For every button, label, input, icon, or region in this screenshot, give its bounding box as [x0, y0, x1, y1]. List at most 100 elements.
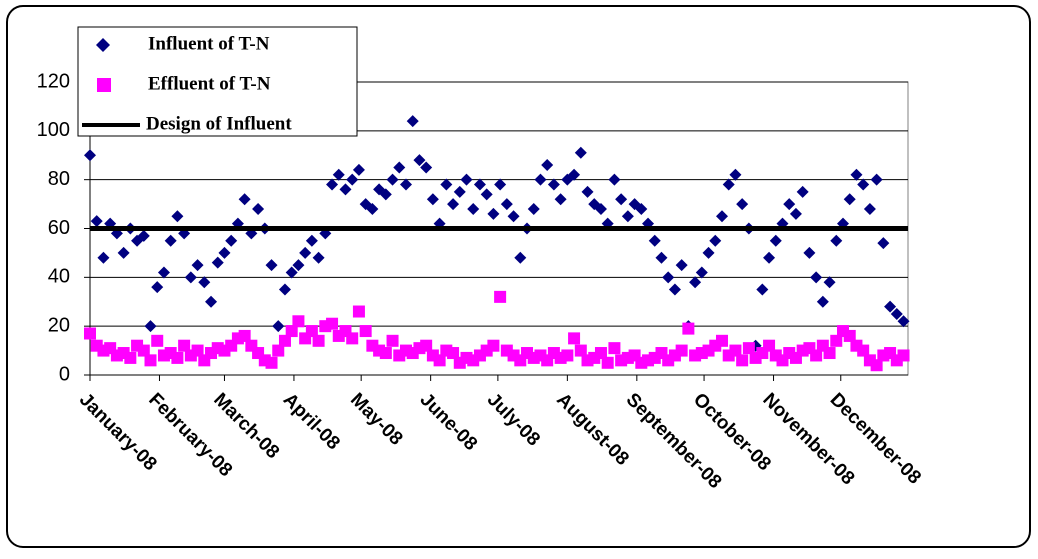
influent-point — [736, 198, 749, 211]
influent-point — [285, 266, 298, 279]
influent-point — [278, 283, 291, 296]
influent-point — [366, 202, 379, 215]
influent-point — [500, 198, 513, 211]
effluent-point — [305, 325, 318, 338]
influent-point — [312, 251, 325, 264]
influent-point — [399, 178, 412, 191]
legend-marker — [96, 38, 110, 52]
influent-point — [621, 210, 634, 223]
influent-point — [541, 159, 554, 172]
legend-label: Design of Influent — [146, 113, 292, 134]
y-tick-label: 100 — [37, 119, 70, 141]
influent-point — [695, 266, 708, 279]
effluent-point — [144, 354, 157, 367]
influent-point — [198, 276, 211, 289]
influent-point — [453, 185, 466, 198]
influent-point — [568, 168, 581, 181]
effluent-point — [608, 342, 621, 355]
influent-point — [426, 193, 439, 206]
influent-point — [84, 149, 96, 162]
influent-point — [810, 271, 823, 284]
influent-point — [574, 146, 587, 159]
influent-point — [184, 271, 197, 284]
y-tick-label: 0 — [59, 363, 70, 385]
effluent-point — [191, 344, 204, 357]
effluent-point — [857, 344, 870, 357]
influent-point — [514, 251, 527, 264]
influent-point — [615, 193, 628, 206]
influent-point — [137, 229, 150, 242]
influent-point — [406, 115, 419, 128]
effluent-point — [823, 347, 836, 360]
influent-point — [655, 251, 668, 264]
effluent-point — [285, 325, 298, 338]
effluent-point — [238, 329, 251, 342]
influent-point — [117, 246, 130, 259]
influent-point — [689, 276, 702, 289]
effluent-point — [568, 332, 581, 345]
influent-point — [205, 295, 218, 308]
influent-point — [675, 259, 688, 272]
legend-box — [77, 26, 358, 137]
influent-point — [352, 163, 365, 176]
influent-point — [420, 161, 433, 174]
y-tick-label: 20 — [48, 314, 70, 336]
influent-point — [527, 202, 540, 215]
influent-point — [292, 259, 305, 272]
influent-point — [534, 173, 547, 186]
influent-point — [225, 234, 238, 247]
influent-point — [890, 307, 903, 320]
y-tick-label: 120 — [37, 70, 70, 92]
influent-point — [662, 271, 675, 284]
effluent-point — [843, 329, 856, 342]
effluent-point — [742, 342, 755, 355]
effluent-point — [124, 351, 137, 364]
influent-point — [413, 154, 426, 167]
effluent-point — [830, 334, 843, 347]
effluent-point — [675, 344, 688, 357]
influent-point — [460, 173, 473, 186]
effluent-point — [736, 354, 749, 367]
influent-point — [547, 178, 560, 191]
influent-point — [332, 168, 345, 181]
effluent-point — [151, 334, 164, 347]
influent-point — [608, 173, 621, 186]
influent-point — [769, 234, 782, 247]
influent-point — [507, 210, 520, 223]
influent-point — [305, 234, 318, 247]
effluent-point — [137, 344, 150, 357]
effluent-point — [715, 334, 728, 347]
influent-point — [494, 178, 507, 191]
influent-point — [870, 173, 883, 186]
effluent-point — [278, 334, 291, 347]
influent-point — [272, 320, 285, 333]
effluent-point — [171, 351, 184, 364]
y-tick-label: 60 — [48, 217, 70, 239]
influent-point — [487, 207, 500, 220]
effluent-point — [447, 347, 460, 360]
influent-point — [863, 202, 876, 215]
influent-point — [729, 168, 742, 181]
effluent-point — [312, 334, 325, 347]
influent-point — [756, 283, 769, 296]
effluent-point — [420, 339, 433, 352]
influent-point — [796, 185, 809, 198]
influent-point — [97, 251, 110, 264]
effluent-point — [810, 349, 823, 362]
influent-point — [386, 173, 399, 186]
influent-point — [635, 202, 648, 215]
effluent-point — [433, 354, 446, 367]
effluent-point — [292, 315, 305, 328]
effluent-point — [84, 327, 96, 340]
influent-point — [816, 295, 829, 308]
effluent-point — [352, 305, 365, 318]
influent-point — [393, 161, 406, 174]
influent-point — [581, 185, 594, 198]
influent-point — [346, 173, 359, 186]
legend-label: Influent of T-N — [148, 33, 270, 54]
effluent-point — [494, 290, 507, 303]
influent-point — [715, 210, 728, 223]
influent-point — [857, 178, 870, 191]
effluent-point — [870, 359, 883, 372]
